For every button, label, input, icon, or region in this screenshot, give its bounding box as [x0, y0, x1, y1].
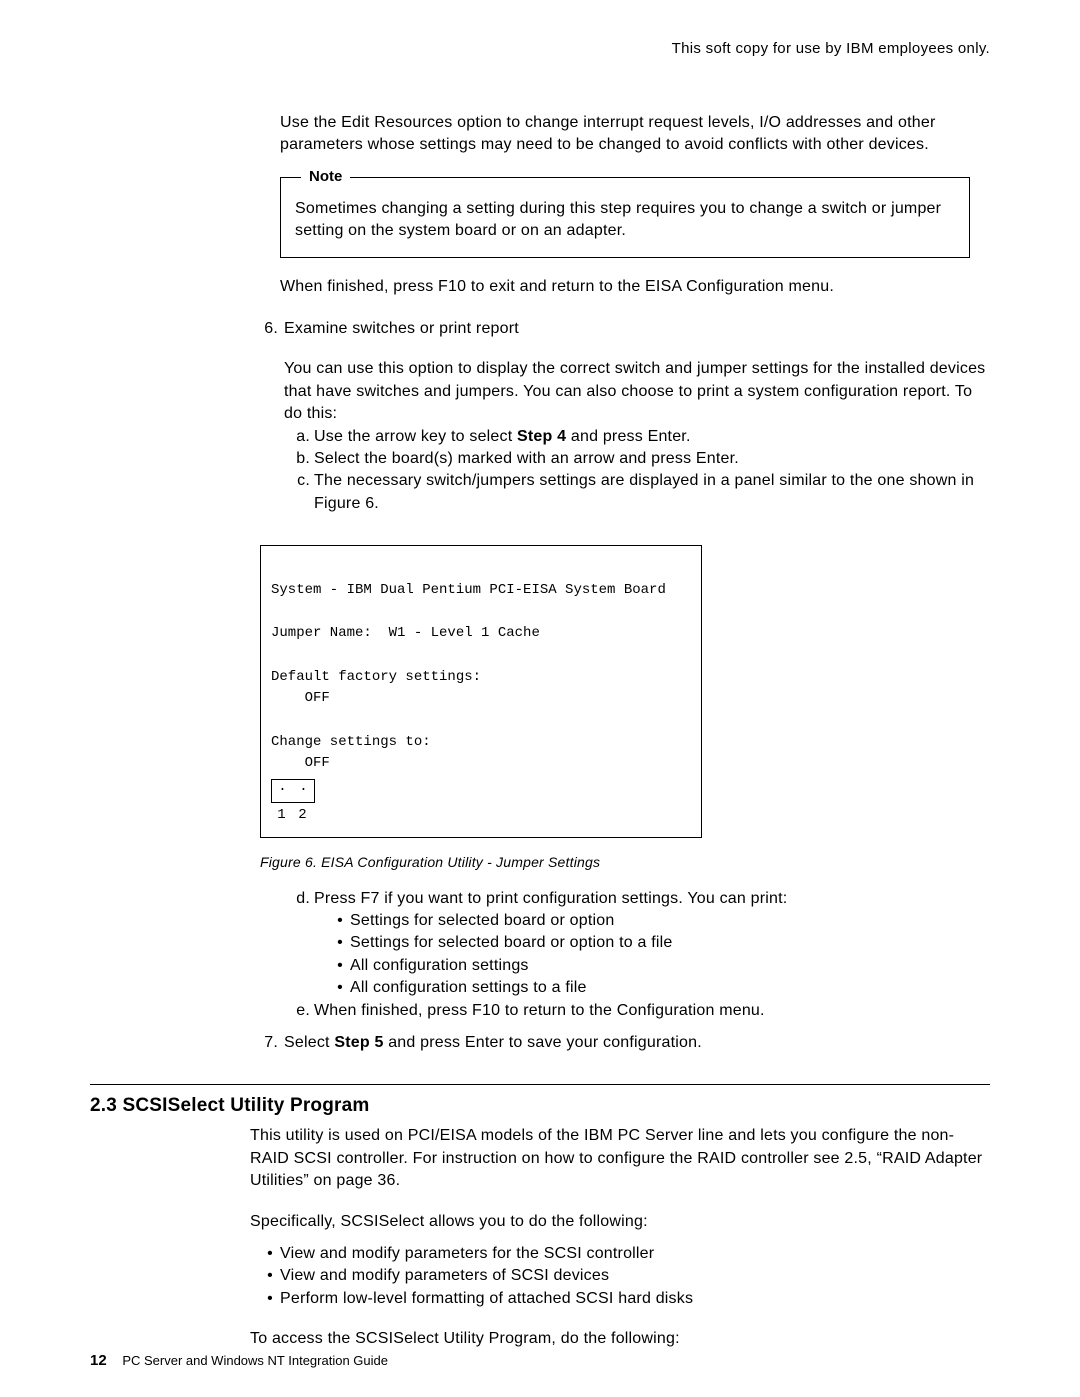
list-item-6: 6. Examine switches or print report You … — [248, 318, 990, 515]
figure-line: Default factory settings: — [271, 669, 481, 685]
list-number: 6. — [248, 318, 284, 515]
header-confidential-note: This soft copy for use by IBM employees … — [90, 40, 990, 57]
item6-sub-a: a. Use the arrow key to select Step 4 an… — [284, 426, 990, 448]
bullet-icon: • — [330, 932, 350, 954]
item6d-text: Press F7 if you want to print configurat… — [314, 888, 990, 910]
bullet-text: All configuration settings to a file — [350, 977, 587, 999]
item6-continued: d. Press F7 if you want to print configu… — [284, 888, 990, 1022]
bullet-icon: • — [330, 977, 350, 999]
bullet-icon: • — [330, 955, 350, 977]
bullet-item: •Perform low-level formatting of attache… — [260, 1288, 990, 1310]
page: This soft copy for use by IBM employees … — [0, 0, 1080, 1397]
bullet-text: Settings for selected board or option to… — [350, 932, 672, 954]
page-number: 12 — [90, 1352, 107, 1369]
item7-bold: Step 5 — [334, 1034, 383, 1051]
item6-title: Examine switches or print report — [284, 318, 990, 340]
note-label: Note — [301, 168, 350, 185]
section-para1: This utility is used on PCI/EISA models … — [250, 1125, 990, 1192]
bullet-item: •View and modify parameters of SCSI devi… — [260, 1265, 990, 1287]
item7-post: and press Enter to save your configurati… — [384, 1034, 702, 1051]
figure-panel: System - IBM Dual Pentium PCI-EISA Syste… — [260, 545, 702, 838]
item6c-text: The necessary switch/jumpers settings ar… — [314, 470, 990, 515]
pin-label: 1 — [277, 805, 285, 827]
list-item-7: 7. Select Step 5 and press Enter to save… — [248, 1032, 990, 1054]
bullet-text: Settings for selected board or option — [350, 910, 614, 932]
figure-line: OFF — [271, 690, 330, 706]
bullet-item: •View and modify parameters for the SCSI… — [260, 1243, 990, 1265]
bullet-item: •All configuration settings to a file — [330, 977, 990, 999]
after-note-text: When finished, press F10 to exit and ret… — [280, 276, 990, 298]
footer-title: PC Server and Windows NT Integration Gui… — [122, 1353, 388, 1368]
item6a-pre: Use the arrow key to select — [314, 428, 517, 445]
section-para3: To access the SCSISelect Utility Program… — [250, 1328, 990, 1350]
note-text: Sometimes changing a setting during this… — [295, 198, 957, 243]
item6b-text: Select the board(s) marked with an arrow… — [314, 448, 990, 470]
intro-paragraph: Use the Edit Resources option to change … — [280, 112, 990, 157]
list-number: 7. — [248, 1032, 284, 1054]
pin-dot: · — [299, 780, 307, 802]
bullet-text: All configuration settings — [350, 955, 529, 977]
pin-label: 2 — [298, 805, 306, 827]
bullet-item: •Settings for selected board or option t… — [330, 932, 990, 954]
item6-sub-d: d. Press F7 if you want to print configu… — [284, 888, 990, 1000]
item7-pre: Select — [284, 1034, 334, 1051]
figure-caption: Figure 6. EISA Configuration Utility - J… — [260, 854, 990, 870]
item6a-bold: Step 4 — [517, 428, 566, 445]
figure-line: System - IBM Dual Pentium PCI-EISA Syste… — [271, 582, 666, 598]
jumper-pin-diagram: · · — [271, 779, 315, 803]
bullet-icon: • — [260, 1265, 280, 1287]
section-heading: 2.3 SCSISelect Utility Program — [90, 1095, 990, 1117]
section-para2: Specifically, SCSISelect allows you to d… — [250, 1211, 990, 1233]
pin-dot: · — [278, 780, 286, 802]
bullet-icon: • — [260, 1243, 280, 1265]
figure-line: OFF — [271, 755, 330, 771]
item6-sub-b: b. Select the board(s) marked with an ar… — [284, 448, 990, 470]
sub-letter: d. — [284, 888, 314, 1000]
item6-sub-e: e. When finished, press F10 to return to… — [284, 1000, 990, 1022]
figure-line: Jumper Name: W1 - Level 1 Cache — [271, 625, 540, 641]
section-body: This utility is used on PCI/EISA models … — [250, 1125, 990, 1350]
bullet-text: View and modify parameters of SCSI devic… — [280, 1265, 609, 1287]
jumper-pin-labels: 1 2 — [271, 805, 313, 827]
bullet-icon: • — [260, 1288, 280, 1310]
item6-sub-c: c. The necessary switch/jumpers settings… — [284, 470, 990, 515]
sub-letter: e. — [284, 1000, 314, 1022]
figure-line: Change settings to: — [271, 734, 431, 750]
sub-letter: a. — [284, 426, 314, 448]
section-divider — [90, 1084, 990, 1085]
bullet-icon: • — [330, 910, 350, 932]
bullet-item: •Settings for selected board or option — [330, 910, 990, 932]
note-box: Note Sometimes changing a setting during… — [280, 177, 970, 258]
item6a-post: and press Enter. — [566, 428, 690, 445]
sub-letter: c. — [284, 470, 314, 515]
item6e-text: When finished, press F10 to return to th… — [314, 1000, 990, 1022]
item6-paragraph: You can use this option to display the c… — [284, 358, 990, 425]
bullet-text: Perform low-level formatting of attached… — [280, 1288, 693, 1310]
bullet-text: View and modify parameters for the SCSI … — [280, 1243, 654, 1265]
sub-letter: b. — [284, 448, 314, 470]
page-footer: 12 PC Server and Windows NT Integration … — [90, 1352, 388, 1369]
bullet-item: •All configuration settings — [330, 955, 990, 977]
